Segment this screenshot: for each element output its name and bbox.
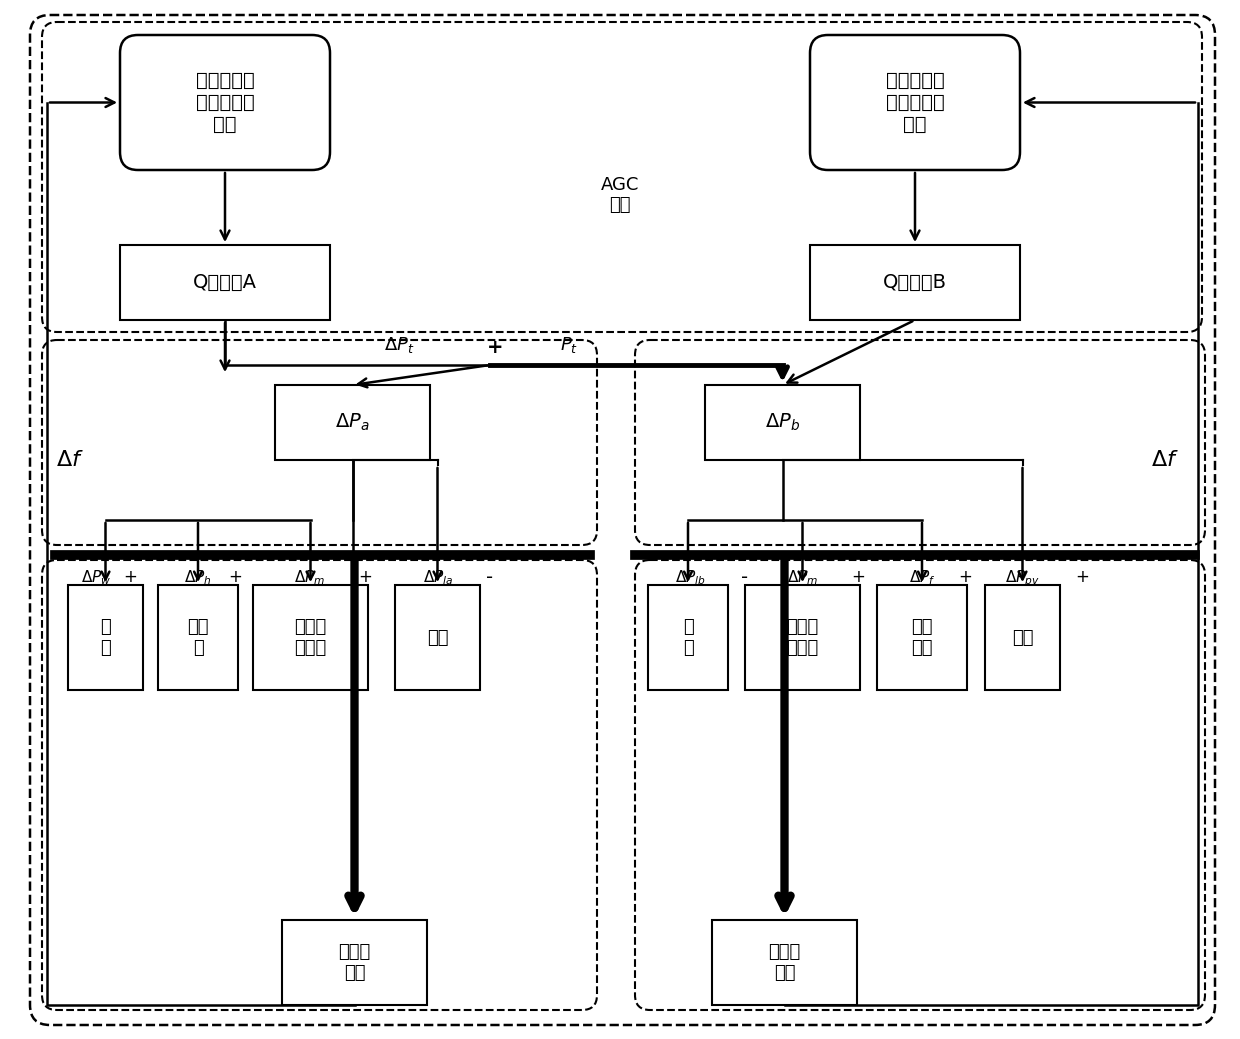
FancyBboxPatch shape: [877, 585, 967, 690]
Text: +: +: [851, 568, 866, 586]
FancyBboxPatch shape: [712, 920, 857, 1005]
Text: +: +: [487, 338, 503, 357]
FancyBboxPatch shape: [745, 585, 861, 690]
Text: 飞轮
储能: 飞轮 储能: [911, 618, 932, 657]
Text: 负荷: 负荷: [427, 629, 448, 646]
Text: $\Delta P_b$: $\Delta P_b$: [765, 411, 800, 433]
FancyBboxPatch shape: [649, 585, 728, 690]
Text: 风
电: 风 电: [100, 618, 110, 657]
Text: -: -: [742, 568, 749, 587]
FancyBboxPatch shape: [396, 585, 480, 690]
FancyBboxPatch shape: [68, 585, 143, 690]
Text: 小水
电: 小水 电: [187, 618, 208, 657]
Text: $\Delta P_a$: $\Delta P_a$: [335, 411, 370, 433]
Text: $P_t$: $P_t$: [560, 335, 578, 355]
FancyBboxPatch shape: [985, 585, 1060, 690]
FancyBboxPatch shape: [253, 585, 368, 690]
Text: +: +: [1075, 568, 1089, 586]
Text: $\Delta f$: $\Delta f$: [1151, 450, 1179, 470]
Text: $\Delta P_{pv}$: $\Delta P_{pv}$: [1004, 568, 1039, 589]
FancyBboxPatch shape: [281, 920, 427, 1005]
Text: +: +: [228, 568, 242, 586]
Text: 发动机
惯性: 发动机 惯性: [769, 943, 801, 982]
Text: -: -: [486, 568, 494, 587]
Text: +: +: [358, 568, 372, 586]
Text: Q控制器A: Q控制器A: [193, 273, 257, 292]
Text: 负
荷: 负 荷: [683, 618, 693, 657]
Text: $\Delta f$: $\Delta f$: [56, 450, 84, 470]
Text: 光伏: 光伏: [1012, 629, 1033, 646]
FancyBboxPatch shape: [810, 35, 1021, 170]
Text: $\Delta P_m$: $\Delta P_m$: [787, 568, 818, 587]
FancyBboxPatch shape: [706, 385, 861, 460]
FancyBboxPatch shape: [120, 35, 330, 170]
FancyBboxPatch shape: [810, 245, 1021, 320]
Text: 微型燃
气轮机: 微型燃 气轮机: [294, 618, 326, 657]
Text: +: +: [959, 568, 972, 586]
Text: 发动机
惯性: 发动机 惯性: [339, 943, 371, 982]
Text: $\Delta P_h$: $\Delta P_h$: [185, 568, 212, 587]
Text: $\Delta P_{la}$: $\Delta P_{la}$: [423, 568, 453, 587]
Text: $\Delta P_t$: $\Delta P_t$: [384, 335, 415, 355]
Text: +: +: [123, 568, 136, 586]
Text: 微型燃
气轮机: 微型燃 气轮机: [786, 618, 818, 657]
Text: AGC
控制: AGC 控制: [601, 176, 639, 214]
Text: Q控制器B: Q控制器B: [883, 273, 947, 292]
FancyBboxPatch shape: [157, 585, 238, 690]
Text: 实时数据及
历史长期数
据库: 实时数据及 历史长期数 据库: [885, 71, 945, 134]
FancyBboxPatch shape: [120, 245, 330, 320]
Text: $\Delta P_w$: $\Delta P_w$: [81, 568, 112, 587]
Text: 实时数据及
历史长期数
据库: 实时数据及 历史长期数 据库: [196, 71, 254, 134]
Text: $\Delta P_f$: $\Delta P_f$: [909, 568, 935, 587]
Text: $\Delta P_{lb}$: $\Delta P_{lb}$: [675, 568, 706, 587]
Text: $\Delta P_m$: $\Delta P_m$: [294, 568, 326, 587]
FancyBboxPatch shape: [275, 385, 430, 460]
